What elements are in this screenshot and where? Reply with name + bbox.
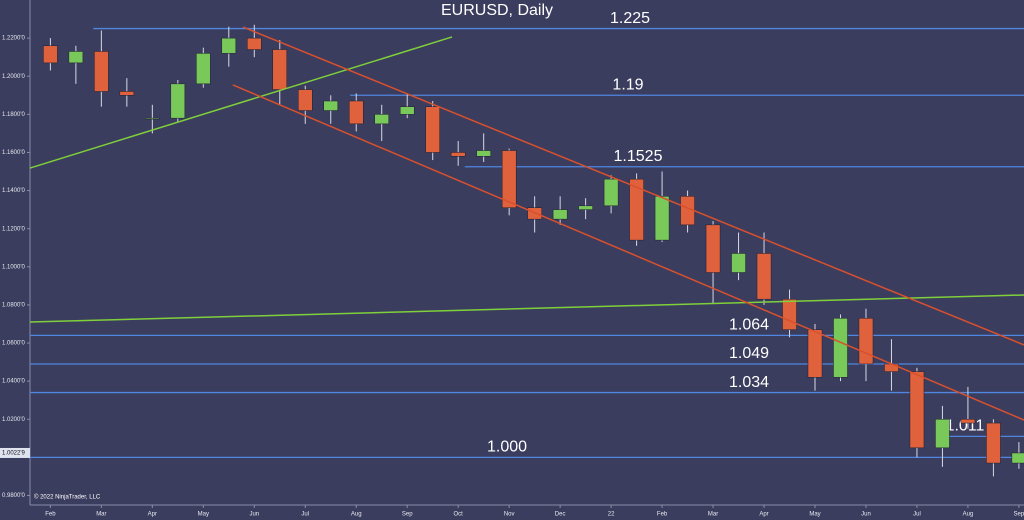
x-tick-label: Sep [402,512,413,518]
x-tick-label: Dec [555,512,566,518]
level-label: 1.225 [610,10,650,27]
level-label: 1.000 [487,439,527,456]
trendline [232,84,1024,421]
x-tick-label: Jul [301,512,309,518]
candle-body [119,91,135,96]
candle-body [170,83,186,119]
x-tick-label: Aug [351,512,362,518]
candle-body [986,422,1001,464]
x-tick-label: Aug [963,512,974,518]
x-tick-label: May [198,512,209,518]
y-tick-label: 1.0200'0 [2,417,25,423]
y-tick-label: 1.2000'0 [2,74,25,80]
candle-body [629,178,644,241]
trendline [242,26,1024,346]
candle-body [145,117,160,120]
y-tick-label: 1.1000'0 [2,264,25,270]
candle-body [68,51,84,64]
x-tick-label: Sep [1014,512,1024,518]
candle-body [1011,452,1024,464]
candle-body [43,45,58,64]
candle-body [323,100,339,111]
candle-body [807,329,823,378]
y-tick-label: 1.0800'0 [2,302,25,308]
x-tick-label: Apr [148,512,157,518]
y-tick-label: 1.0400'0 [2,379,25,385]
y-tick-label: 1.0600'0 [2,341,25,347]
candle-body [782,298,797,330]
candle-body [935,418,950,449]
candle-body [756,253,772,300]
candle-body [94,51,109,92]
x-tick-label: Oct [454,512,464,518]
candle-body [731,253,746,273]
trendline [29,294,1024,323]
x-tick-label: Mar [96,512,106,518]
chart-title: EURUSD, Daily [441,2,553,19]
y-tick-label: 1.1800'0 [2,112,25,118]
y-tick-label: 0.9800'0 [2,493,25,499]
trendline [29,36,453,169]
candle-body [960,418,976,424]
copyright: © 2022 NinjaTrader, LLC [34,494,101,501]
x-tick-label: Jun [249,512,259,518]
level-label: 1.064 [729,317,769,334]
x-tick-label: Apr [759,512,768,518]
level-label: 1.19 [612,77,643,94]
candle-body [425,106,440,153]
x-tick-label: Jul [913,512,921,518]
candle-body [374,114,389,125]
x-tick-label: Mar [708,512,718,518]
x-tick-label: Feb [45,512,56,518]
x-tick-label: 22 [608,512,615,518]
candle-body [603,178,619,207]
candle-body [247,37,262,50]
x-tick-label: Jun [861,512,871,518]
y-tick-label: 1.1400'0 [2,188,25,194]
level-label: 1.1525 [614,148,663,165]
level-label: 1.049 [729,345,769,362]
candle-body [858,317,874,365]
y-tick-label: 1.1200'0 [2,226,25,232]
candle-body [348,100,364,125]
level-label: 1.034 [729,374,769,391]
candle-body [221,37,237,54]
candle-body [552,209,568,220]
candle-body [399,106,415,115]
candle-body [833,317,848,378]
last-price-label: 1.0022'9 [2,451,25,457]
candle-body [909,371,925,449]
candle-body [501,150,517,208]
candle-body [578,205,593,210]
candle-body [298,89,313,111]
candle-body [476,150,491,157]
last-price-box [0,447,30,458]
x-tick-label: Feb [657,512,668,518]
candle-body [884,363,899,372]
x-tick-label: May [809,512,820,518]
candle-body [196,53,211,85]
x-tick-label: Nov [504,512,515,518]
y-tick-label: 1.1600'0 [2,150,25,156]
candle-body [705,224,721,273]
y-tick-label: 1.2200'0 [2,36,25,42]
candle-body [450,152,466,157]
candle-body [654,196,670,241]
candle-body [272,49,288,90]
